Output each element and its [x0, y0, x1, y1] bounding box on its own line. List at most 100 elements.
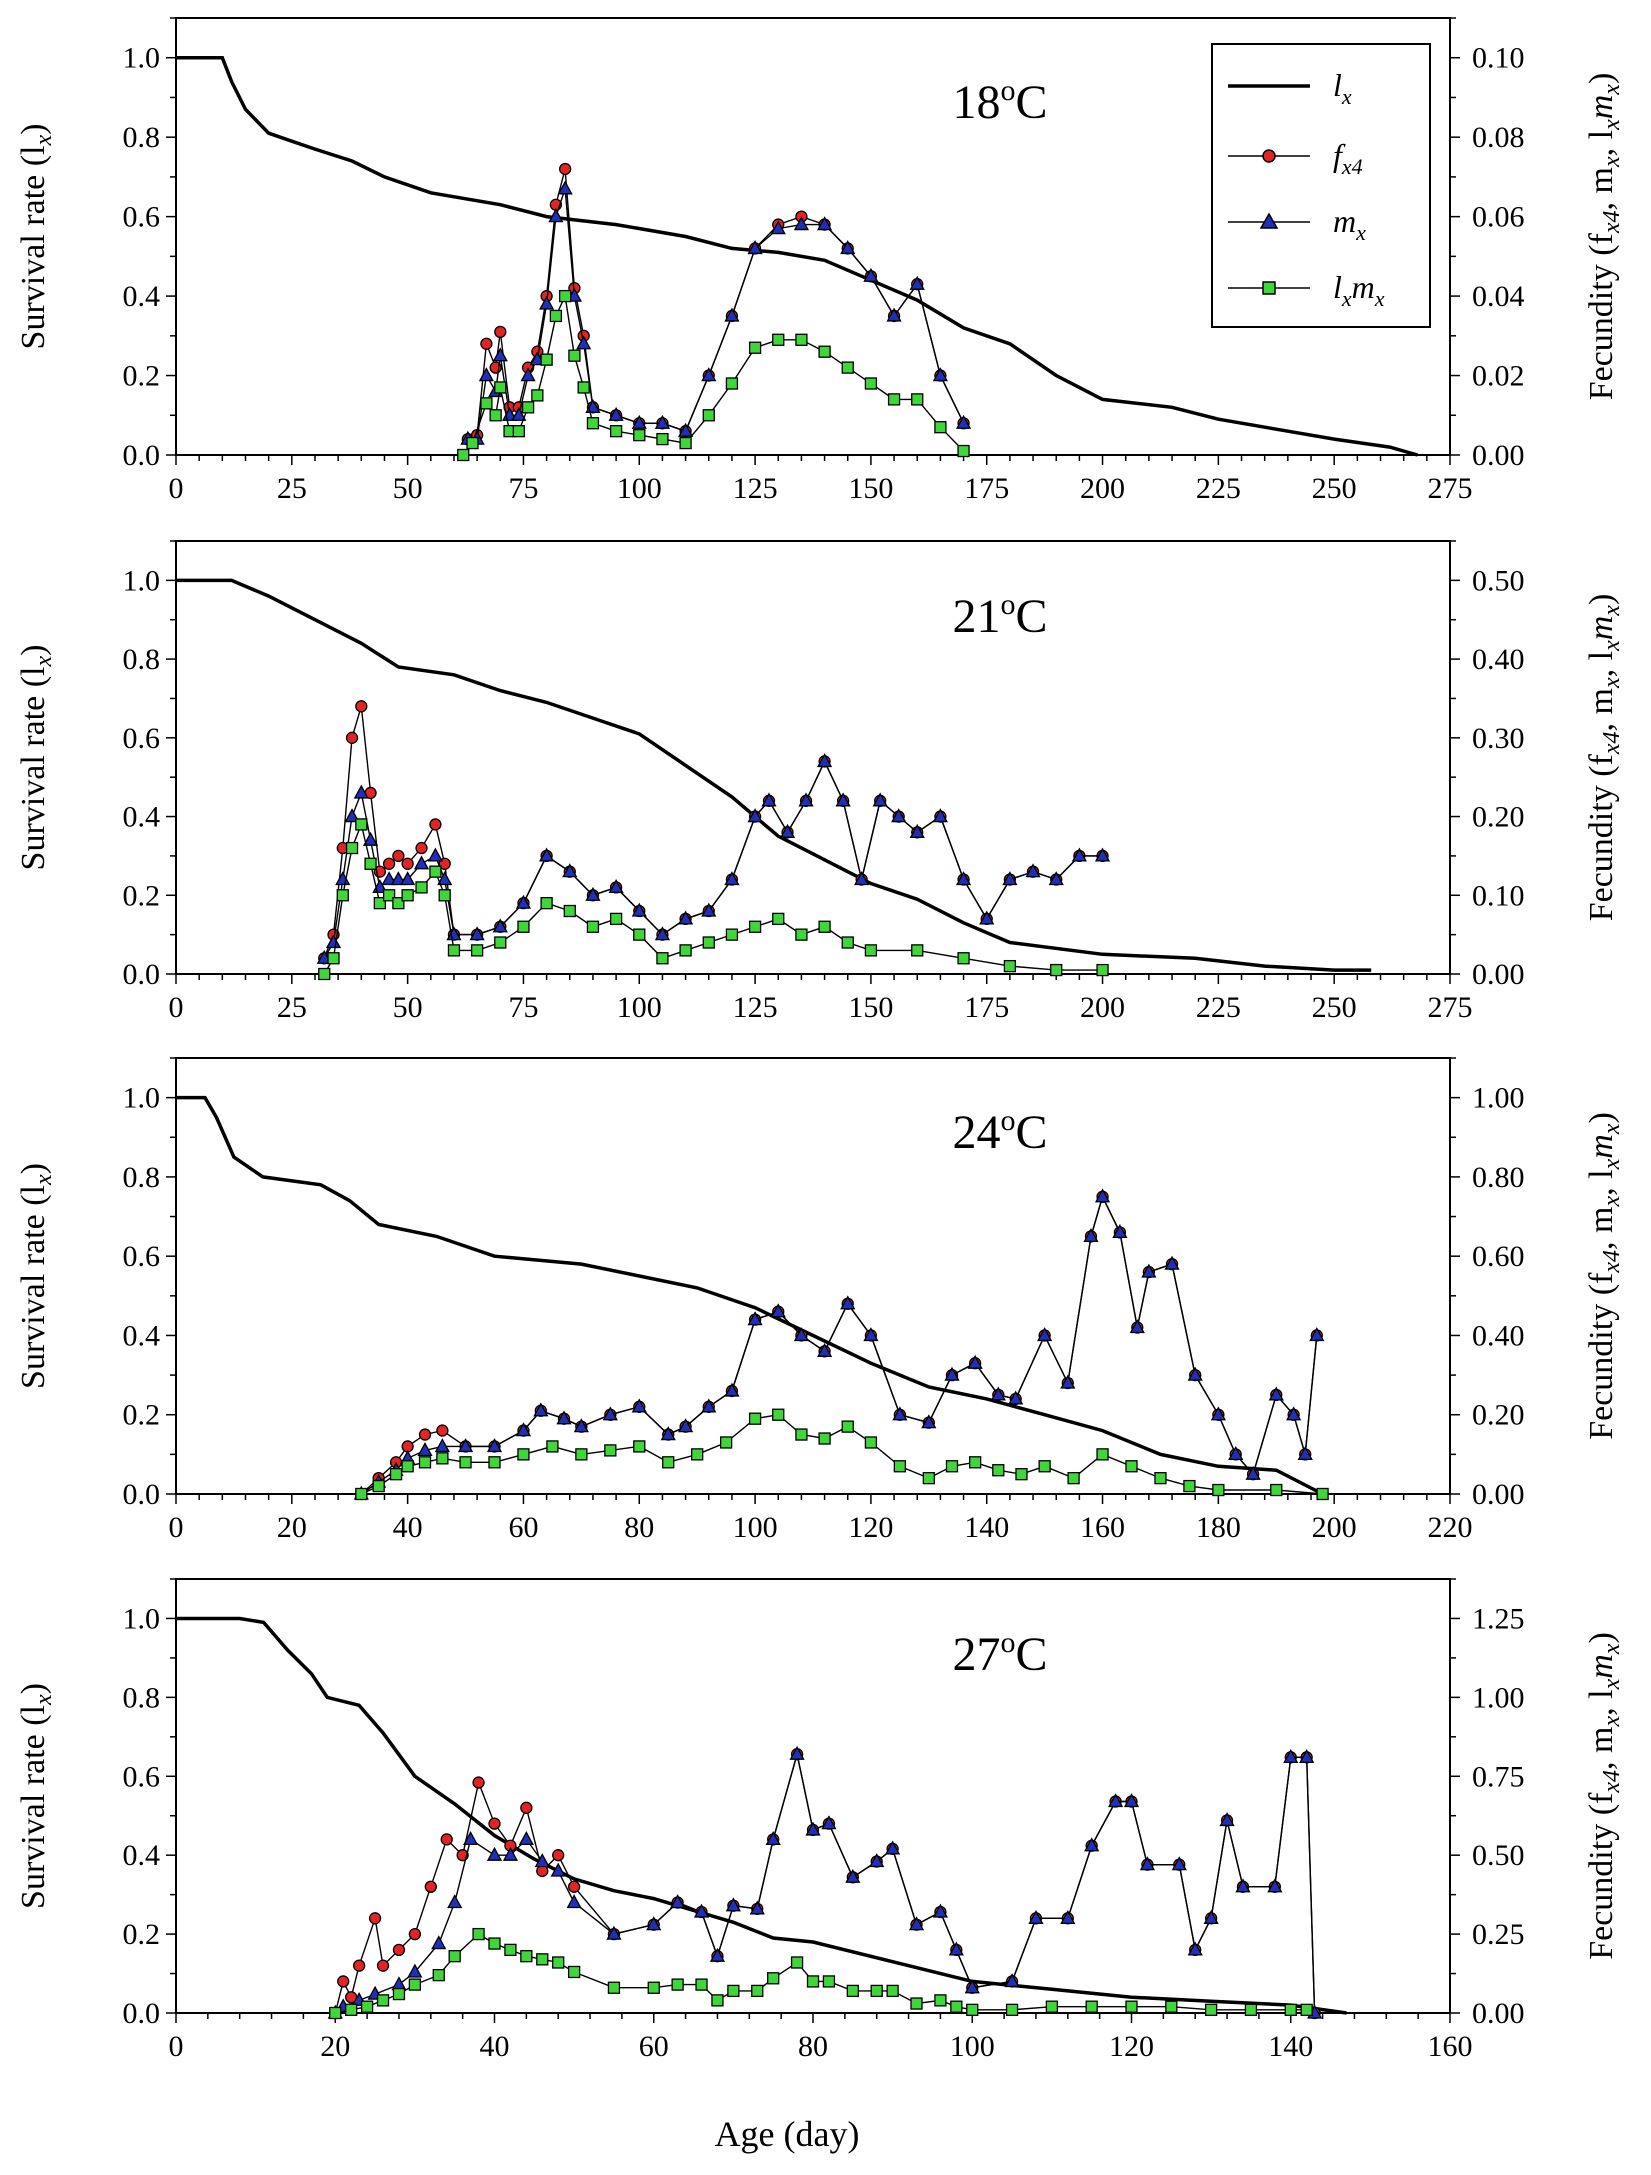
mx-point: [557, 180, 573, 195]
lxmx-point: [504, 1943, 517, 1957]
mx-point: [1004, 1973, 1020, 1988]
y-left-tick-label: 0.8: [123, 643, 161, 676]
temperature-label: 24oC: [952, 1104, 1047, 1159]
x-axis-label: Age (day): [715, 2114, 860, 2154]
lxmx-point: [1165, 2000, 1178, 2013]
lxmx-point: [1244, 2003, 1258, 2016]
x-tick-label: 100: [617, 472, 662, 505]
lxmx-point: [549, 309, 563, 323]
mx-point: [979, 910, 995, 925]
lxmx-point: [772, 333, 785, 346]
x-tick-label: 125: [733, 991, 778, 1024]
mx-point: [660, 1426, 676, 1441]
mx-point: [872, 792, 888, 807]
lxmx-point: [1316, 1487, 1329, 1501]
mx-point: [1203, 1909, 1219, 1924]
y-left-tick-label: 0.0: [123, 439, 161, 472]
lxmx-point: [1125, 2000, 1138, 2013]
lxmx-point: [748, 341, 762, 354]
fx4-point: [345, 731, 359, 744]
y-right-tick-label: 0.40: [1472, 1319, 1525, 1352]
y-left-tick-label: 0.2: [123, 360, 161, 393]
x-tick-label: 175: [964, 472, 1009, 505]
lxmx-point: [470, 944, 484, 957]
x-tick-label: 40: [393, 1511, 423, 1544]
lxmx-point: [893, 1460, 907, 1473]
y-right-tick-label: 0.20: [1472, 1399, 1525, 1432]
fx4-point: [376, 1959, 390, 1972]
x-tick-label: 150: [848, 991, 893, 1024]
mx-point: [515, 1422, 532, 1437]
mx-point: [886, 307, 902, 322]
mx-point: [1071, 847, 1087, 862]
mx-point: [701, 1398, 717, 1413]
mx-point: [1037, 1327, 1053, 1342]
right-y-axis-label: Fecundity (fx4, mx, lxmx): [1583, 1632, 1625, 1960]
y-left-tick-label: 0.2: [123, 1918, 161, 1951]
lx-line: [176, 1616, 1347, 2015]
x-tick-label: 20: [320, 2030, 350, 2063]
lxmx-point: [864, 377, 878, 390]
mx-point: [447, 1894, 463, 1909]
mx-point: [1083, 1227, 1099, 1243]
y-right-tick-label: 0.00: [1472, 439, 1525, 472]
mx-point: [515, 894, 532, 909]
x-tick-label: 80: [798, 2030, 828, 2063]
lxmx-point: [517, 920, 530, 933]
x-tick-label: 160: [1428, 2030, 1473, 2063]
legend-lxmx-marker: [1262, 281, 1276, 295]
x-tick-label: 0: [169, 2030, 184, 2063]
lxmx-point: [966, 2003, 979, 2016]
lxmx-point: [934, 421, 947, 434]
lxmx-point: [679, 944, 692, 957]
lxmx-point: [795, 333, 808, 346]
mx-point: [932, 808, 948, 823]
lxmx-point: [870, 1984, 883, 1998]
mx-point: [789, 1745, 805, 1760]
x-tick-label: 225: [1196, 991, 1241, 1024]
y-left-tick-label: 0.6: [123, 1240, 161, 1273]
mx-point: [502, 1846, 519, 1861]
lxmx-point: [679, 436, 692, 450]
y-left-tick-label: 1.0: [123, 42, 161, 75]
lxmx-point: [494, 936, 507, 949]
mx-point: [908, 1916, 925, 1931]
x-tick-label: 60: [508, 1511, 538, 1544]
lxmx-point: [552, 1956, 565, 1969]
lxmx-point: [389, 1468, 403, 1481]
mx-series: [353, 1188, 1325, 1500]
lxmx-point: [795, 1428, 808, 1441]
mx-point: [816, 753, 833, 768]
lxmx-point: [656, 432, 669, 446]
fx4-point: [494, 325, 507, 338]
lxmx-line: [335, 1933, 1307, 2014]
y-right-tick-label: 0.60: [1472, 1240, 1525, 1273]
fx4-point: [552, 1849, 565, 1862]
y-right-tick-label: 0.04: [1472, 280, 1525, 313]
lxmx-point: [751, 1984, 764, 1998]
lxmx-point: [1183, 1479, 1196, 1493]
lxmx-point: [376, 1994, 390, 2007]
lxmx-point: [408, 1978, 422, 1991]
y-left-tick-label: 0.6: [123, 722, 161, 755]
mx-point: [548, 208, 564, 223]
y-left-tick-label: 0.2: [123, 1399, 161, 1432]
mx-point: [701, 367, 717, 382]
lxmx-point: [466, 436, 479, 450]
fx4-point: [415, 841, 428, 855]
left-y-axis-label: Survival rate (lx): [15, 645, 57, 871]
lxmx-point: [725, 928, 739, 941]
mx-point: [964, 1979, 980, 1994]
left-y-axis-label: Survival rate (lx): [15, 124, 57, 350]
lxmx-point: [911, 944, 924, 957]
mx-point: [1286, 1406, 1302, 1421]
mx-point: [1123, 1793, 1140, 1808]
mx-point: [1267, 1878, 1283, 1893]
lxmx-point: [656, 952, 669, 965]
mx-point: [1094, 847, 1111, 862]
lxmx-point: [540, 896, 553, 910]
y-left-tick-label: 0.4: [123, 280, 161, 313]
x-tick-label: 40: [480, 2030, 510, 2063]
lxmx-point: [415, 881, 428, 894]
